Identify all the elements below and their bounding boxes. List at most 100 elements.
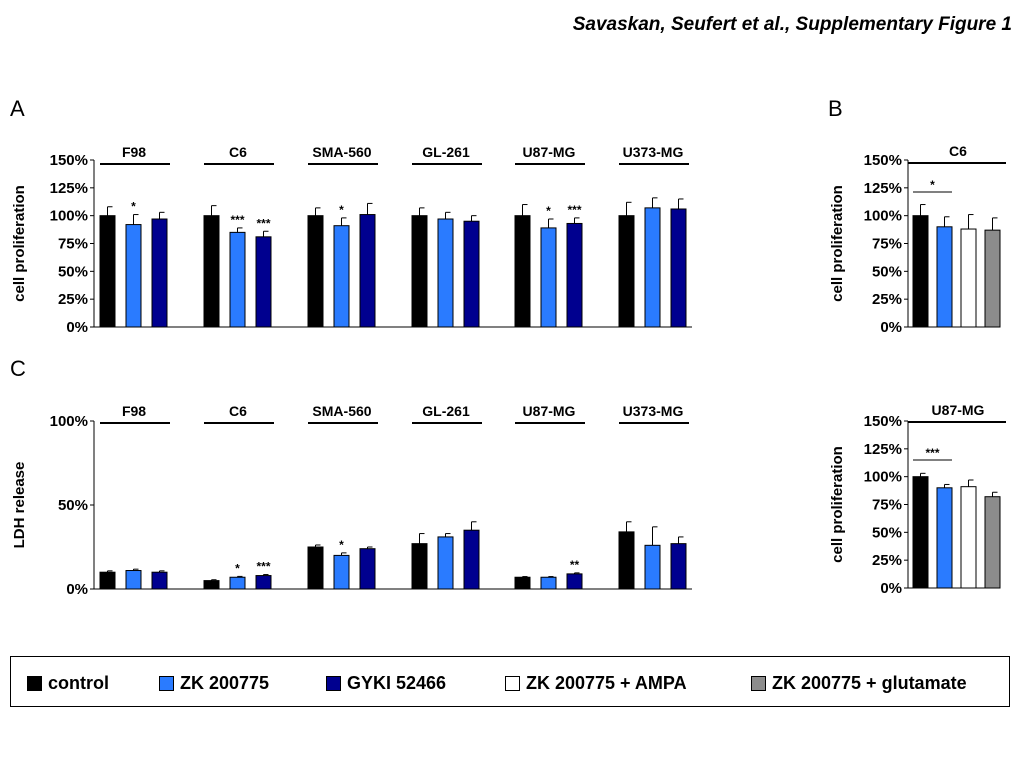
y-tick-label-0-0: 0% [66, 319, 88, 336]
bar-0-2-1 [333, 225, 350, 328]
figure-charts: 0% 25% 50% 75% 100% 125% 150% cell proliferatio… [11, 143, 1006, 598]
legend-item-zk-ampa: ZK 200775 + AMPA [505, 673, 687, 694]
bar-2-5-0 [618, 531, 635, 590]
bar-3-3 [984, 496, 1001, 589]
sig-label-0-1-1: *** [230, 213, 244, 227]
bar-0-3-0 [411, 215, 428, 328]
bar-0-2-0 [307, 215, 324, 328]
y-tick-label-2-2: 100% [50, 413, 88, 430]
bar-0-5-0 [618, 215, 635, 328]
bar-3-2 [960, 486, 977, 589]
bar-0-0-1 [125, 224, 142, 328]
legend-item-zk-glutamate: ZK 200775 + glutamate [751, 673, 967, 694]
sig-label-0-0-1: * [131, 200, 136, 214]
y-axis-label-3: cell proliferation [829, 446, 846, 563]
group-label-1: C6 [949, 143, 967, 159]
y-tick-label-0-1: 25% [58, 291, 88, 308]
bar-0-1-1 [229, 231, 246, 328]
group-label-2-4: U87-MG [523, 403, 576, 419]
group-label-0-5: U373-MG [623, 144, 684, 160]
bar-0-0-2 [151, 218, 168, 328]
group-label-2-5: U373-MG [623, 403, 684, 419]
y-tick-label-3-6: 150% [864, 413, 902, 430]
legend-item-zk: ZK 200775 [159, 673, 269, 694]
legend-label-zk: ZK 200775 [180, 673, 270, 693]
legend: control ZK 200775 GYKI 52466 ZK 200775 +… [10, 656, 1010, 707]
bar-2-1-1 [229, 576, 246, 590]
group-label-2-0: F98 [122, 403, 146, 419]
bar-0-1-2 [255, 236, 272, 328]
y-tick-label-2-0: 0% [66, 581, 88, 598]
y-tick-label-0-2: 50% [58, 263, 88, 280]
bar-2-0-1 [125, 570, 142, 590]
bar-0-3-2 [463, 220, 480, 328]
panel-label-a: A [10, 96, 25, 121]
bar-0-5-1 [644, 207, 661, 328]
y-tick-label-3-0: 0% [880, 580, 902, 597]
sig-label-0-4-2: *** [567, 203, 581, 217]
bar-0-0-0 [99, 215, 116, 328]
bar-2-5-1 [644, 544, 661, 590]
legend-label-gyki: GYKI 52466 [347, 673, 447, 693]
group-label-0-0: F98 [122, 144, 146, 160]
y-tick-label-0-5: 125% [50, 180, 88, 197]
sig-label-2-1-1: * [235, 561, 240, 575]
bar-0-4-2 [566, 222, 583, 328]
bar-2-3-0 [411, 543, 428, 590]
sig-label-2-1-2: *** [256, 560, 270, 574]
bar-3-0 [912, 476, 929, 589]
bar-1-1 [936, 226, 953, 328]
y-tick-label-0-4: 100% [50, 208, 88, 225]
y-tick-label-3-5: 125% [864, 441, 902, 458]
y-tick-label-3-1: 25% [872, 552, 902, 569]
y-tick-label-1-4: 100% [864, 208, 902, 225]
legend-swatch-zk-glutamate [751, 676, 766, 691]
legend-swatch-gyki [326, 676, 341, 691]
bar-2-0-2 [151, 571, 168, 590]
bar-0-2-2 [359, 214, 376, 328]
bar-2-3-1 [437, 536, 454, 590]
bar-0-4-0 [514, 215, 531, 328]
figure-title: Savaskan, Seufert et al., Supplementary … [572, 14, 1012, 35]
sig-bracket-label-1: * [930, 178, 935, 192]
sig-label-0-4-1: * [546, 204, 551, 218]
y-tick-label-2-1: 50% [58, 497, 88, 514]
y-tick-label-1-2: 50% [872, 263, 902, 280]
bar-2-3-2 [463, 529, 480, 590]
bar-2-2-2 [359, 548, 376, 590]
group-label-3: U87-MG [932, 402, 985, 418]
sig-label-2-2-1: * [339, 538, 344, 552]
sig-label-0-2-1: * [339, 203, 344, 217]
y-tick-label-1-3: 75% [872, 236, 902, 253]
group-label-0-2: SMA-560 [312, 144, 371, 160]
bar-2-5-2 [670, 543, 687, 590]
legend-label-zk-glutamate: ZK 200775 + glutamate [772, 673, 967, 693]
bar-1-3 [984, 229, 1001, 328]
group-label-2-2: SMA-560 [312, 403, 371, 419]
sig-label-0-1-2: *** [256, 216, 270, 230]
group-label-2-3: GL-261 [422, 403, 470, 419]
bar-2-2-0 [307, 546, 324, 590]
group-label-2-1: C6 [229, 403, 247, 419]
bar-2-4-1 [540, 576, 557, 590]
group-label-0-1: C6 [229, 144, 247, 160]
y-tick-label-0-6: 150% [50, 152, 88, 169]
group-label-0-4: U87-MG [523, 144, 576, 160]
bar-3-1 [936, 487, 953, 589]
bar-2-4-2 [566, 573, 583, 590]
y-tick-label-0-3: 75% [58, 236, 88, 253]
y-tick-label-1-5: 125% [864, 180, 902, 197]
group-label-0-3: GL-261 [422, 144, 470, 160]
bar-2-2-1 [333, 554, 350, 590]
y-tick-label-1-0: 0% [880, 319, 902, 336]
bar-1-2 [960, 228, 977, 328]
legend-item-gyki: GYKI 52466 [326, 673, 446, 694]
sig-label-2-4-2: ** [570, 558, 580, 572]
legend-swatch-control [27, 676, 42, 691]
panel-label-c: C [10, 356, 26, 381]
bar-2-0-0 [99, 571, 116, 590]
y-axis-label-1: cell proliferation [829, 185, 846, 302]
y-tick-label-1-6: 150% [864, 152, 902, 169]
bar-1-0 [912, 215, 929, 328]
panel-label-b: B [828, 96, 843, 121]
